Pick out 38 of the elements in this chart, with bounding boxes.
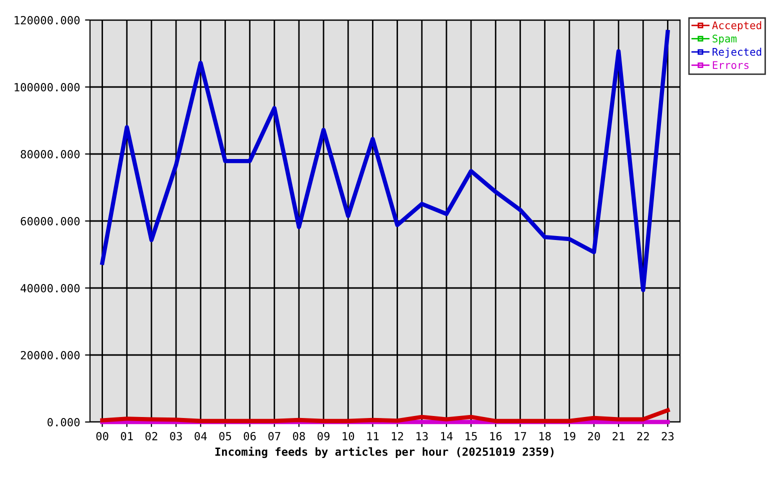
x-tick-label: 11 xyxy=(367,432,379,440)
x-tick-label: 12 xyxy=(392,432,404,440)
x-tick-label: 06 xyxy=(244,432,256,440)
y-tick-label: 60000.000 xyxy=(20,217,80,226)
x-tick-label: 16 xyxy=(490,432,502,440)
x-tick-label: 21 xyxy=(612,432,624,440)
x-tick-label: 01 xyxy=(120,432,133,440)
x-tick-label: 15 xyxy=(466,432,477,440)
x-tick-label: 02 xyxy=(145,432,158,440)
x-tick-label: 19 xyxy=(564,432,576,440)
y-tick-label: 80000.000 xyxy=(20,150,80,158)
x-tick-label: 18 xyxy=(539,432,551,440)
legend-label: Rejected xyxy=(712,48,762,58)
x-tick-label: 05 xyxy=(219,432,232,440)
legend-label: Errors xyxy=(712,61,749,70)
line-series xyxy=(100,408,670,424)
y-tick-label: 20000.000 xyxy=(20,351,80,360)
x-tick-label: 14 xyxy=(441,432,453,440)
x-tick-label: 13 xyxy=(416,432,428,440)
legend-label: Accepted xyxy=(712,21,762,32)
x-tick-label: 04 xyxy=(194,432,207,440)
x-tick-label: 07 xyxy=(268,432,280,440)
y-tick-label: 100000.000 xyxy=(14,83,80,92)
x-tick-label: 22 xyxy=(637,432,649,440)
y-tick-label: 120000.000 xyxy=(14,16,80,24)
x-tick-label: 17 xyxy=(514,432,526,440)
x-tick-label: 03 xyxy=(170,432,182,440)
y-tick-label: 40000.000 xyxy=(20,284,80,292)
x-tick-label: 10 xyxy=(342,432,354,440)
x-tick-label: 08 xyxy=(292,432,305,440)
x-axis-title: Incoming feeds by articles per hour (20251019 2359) xyxy=(215,446,554,458)
line-series xyxy=(100,30,670,292)
x-tick-label: 09 xyxy=(318,432,330,440)
y-tick-label: 0.000 xyxy=(48,418,80,426)
x-tick-label: 00 xyxy=(96,432,108,440)
x-tick-label: 23 xyxy=(662,432,674,440)
x-tick-label: 20 xyxy=(588,432,600,440)
legend-label: Spam xyxy=(712,34,737,45)
